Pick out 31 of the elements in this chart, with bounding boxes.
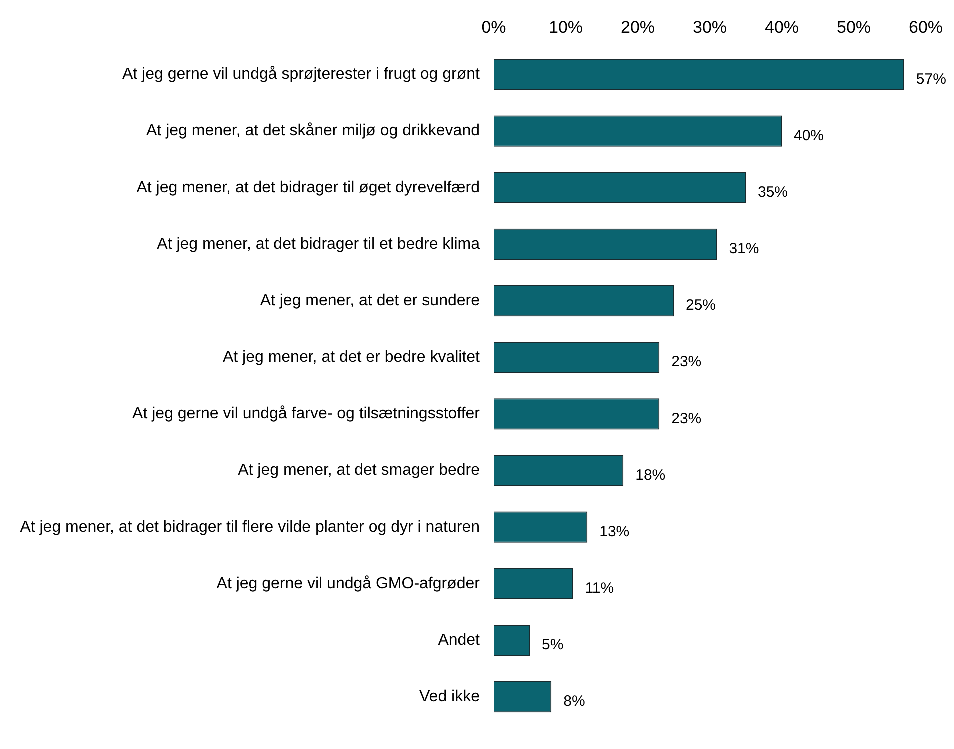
data-label: 57%: [916, 70, 946, 88]
x-tick-label: 40%: [764, 18, 800, 37]
data-label: 25%: [686, 297, 716, 314]
data-label: 13%: [600, 524, 630, 540]
y-tick-label: Andet: [438, 632, 481, 649]
x-tick-label: 0%: [482, 18, 506, 37]
data-label: 23%: [672, 354, 702, 371]
y-tick-label: At jeg gerne vil undgå GMO-afgrøder: [216, 575, 481, 592]
x-tick-label: 20%: [620, 18, 656, 37]
y-tick-label: At jeg mener, at det er sundere: [260, 292, 480, 310]
data-label: 11%: [585, 580, 614, 598]
x-tick-label: 30%: [692, 18, 728, 37]
x-tick-label: 10%: [548, 18, 584, 37]
data-label: 18%: [636, 466, 666, 484]
y-tick-label: At jeg mener, at det skåner miljø og drikkevand: [146, 122, 480, 140]
data-label: 8%: [564, 693, 586, 710]
x-tick-label: 50%: [836, 18, 872, 37]
y-tick-label: At jeg gerne vil undgå farve- og tilsætningsstoffer: [132, 406, 481, 423]
data-label: 35%: [758, 184, 788, 201]
y-tick-label: At jeg mener, at det bidrager til et bedre klima: [157, 236, 480, 253]
y-tick-label: At jeg mener, at det er bedre kvalitet: [222, 349, 481, 366]
data-label: 40%: [794, 127, 824, 144]
data-label: 5%: [542, 636, 564, 654]
x-tick-label: 60%: [908, 18, 944, 37]
data-label: 31%: [729, 240, 760, 258]
y-tick-label: At jeg mener, at det bidrager til flere vilde planter og dyr i naturen: [20, 518, 480, 536]
y-tick-label: At jeg mener, at det bidrager til øget dyrevelfærd: [136, 179, 480, 196]
y-tick-label: At jeg gerne vil undgå sprøjterester i frugt og grønt: [122, 66, 481, 84]
data-label: 23%: [672, 410, 702, 428]
y-tick-label: At jeg mener, at det smager bedre: [238, 462, 480, 480]
y-tick-label: Ved ikke: [420, 688, 480, 706]
